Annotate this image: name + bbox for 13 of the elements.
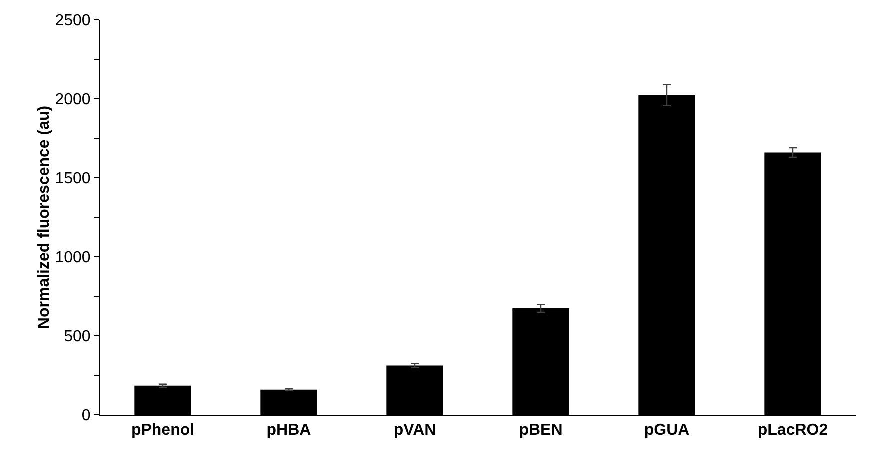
- y-tick-label: 2000: [55, 92, 91, 109]
- x-tick-label: pLacRO2: [758, 422, 828, 440]
- x-tick-label: pHBA: [266, 422, 312, 440]
- x-tick-label: pBEN: [519, 422, 563, 440]
- y-tick-label: 500: [64, 328, 91, 346]
- x-tick-label: pVAN: [394, 422, 436, 440]
- x-tick-label: pGUA: [644, 422, 690, 440]
- y-tick-label: 1000: [55, 250, 91, 267]
- y-tick-label: 0: [82, 408, 91, 425]
- y-tick-label: 1500: [55, 170, 91, 188]
- y-axis-title: Normalized fluorescence (au): [36, 106, 54, 330]
- y-tick-label: 2500: [55, 12, 91, 30]
- x-tick-label: pPhenol: [131, 422, 195, 440]
